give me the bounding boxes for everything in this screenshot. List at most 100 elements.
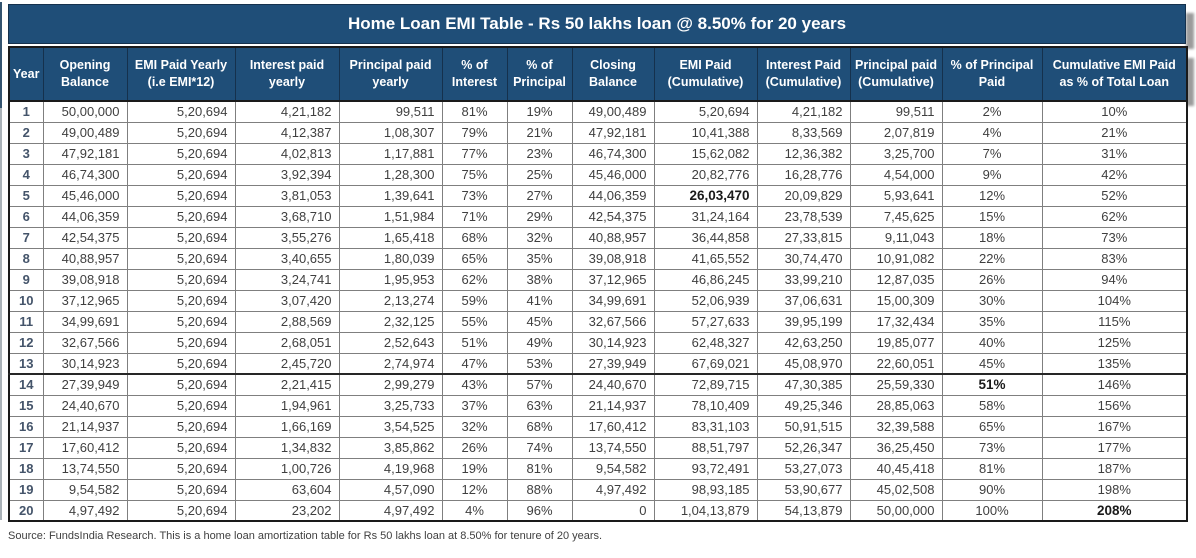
table-row: 16 21,14,937 5,20,694 1,66,169 3,54,525 32% 68… bbox=[8, 415, 1188, 438]
data-cell: 9,11,043 bbox=[849, 226, 943, 249]
header-drop-shadow bbox=[1186, 58, 1194, 106]
data-cell: 4,19,968 bbox=[338, 457, 443, 480]
data-cell: 45% bbox=[506, 310, 573, 333]
data-cell: 45,08,970 bbox=[756, 352, 851, 375]
data-cell: 2,32,125 bbox=[338, 310, 443, 333]
table-row: 13 30,14,923 5,20,694 2,45,720 2,74,974 47% 53… bbox=[8, 352, 1188, 375]
data-cell: 62% bbox=[441, 268, 508, 291]
table-row: 12 32,67,566 5,20,694 2,68,051 2,52,643 51% 49… bbox=[8, 331, 1188, 354]
data-cell: 10,41,388 bbox=[653, 121, 758, 144]
data-cell: 5,20,694 bbox=[126, 142, 236, 165]
data-cell: 3,81,053 bbox=[234, 184, 340, 207]
source-note: Source: FundsIndia Research. This is a h… bbox=[8, 530, 603, 542]
data-cell: 3,55,276 bbox=[234, 226, 340, 249]
col-header-emi-paid-yearly: EMI Paid Yearly (i.e EMI*12) bbox=[126, 46, 236, 102]
data-cell: 81% bbox=[941, 457, 1043, 480]
data-cell: 5,20,694 bbox=[126, 289, 236, 312]
data-cell: 12,87,035 bbox=[849, 268, 943, 291]
data-cell: 4,12,387 bbox=[234, 121, 340, 144]
data-cell: 19% bbox=[441, 457, 508, 480]
data-cell: 21,14,937 bbox=[571, 394, 655, 417]
data-cell: 198% bbox=[1041, 478, 1188, 501]
data-cell: 3,40,655 bbox=[234, 247, 340, 270]
data-cell: 39,08,918 bbox=[42, 268, 128, 291]
table-row: 8 40,88,957 5,20,694 3,40,655 1,80,039 65% 35%… bbox=[8, 247, 1188, 270]
data-cell: 40,88,957 bbox=[571, 226, 655, 249]
data-cell: 37,06,631 bbox=[756, 289, 851, 312]
data-cell: 3,25,733 bbox=[338, 394, 443, 417]
data-cell: 20,82,776 bbox=[653, 163, 758, 186]
year-cell: 9 bbox=[8, 268, 44, 291]
data-cell: 1,65,418 bbox=[338, 226, 443, 249]
data-cell: 44,06,359 bbox=[571, 184, 655, 207]
data-cell: 12,36,382 bbox=[756, 142, 851, 165]
data-cell: 5,93,641 bbox=[849, 184, 943, 207]
data-cell: 23,202 bbox=[234, 499, 340, 522]
data-cell: 25% bbox=[506, 163, 573, 186]
data-cell: 1,08,307 bbox=[338, 121, 443, 144]
data-cell: 42,63,250 bbox=[756, 331, 851, 354]
data-cell: 39,08,918 bbox=[571, 247, 655, 270]
left-edge-artifact-top bbox=[0, 2, 2, 108]
data-cell: 5,20,694 bbox=[126, 268, 236, 291]
data-cell: 37,12,965 bbox=[42, 289, 128, 312]
data-cell: 5,20,694 bbox=[126, 184, 236, 207]
data-cell: 45,02,508 bbox=[849, 478, 943, 501]
data-cell: 5,20,694 bbox=[126, 499, 236, 522]
data-cell: 42,54,375 bbox=[42, 226, 128, 249]
table-row: 14 27,39,949 5,20,694 2,21,415 2,99,279 43% 57… bbox=[8, 373, 1188, 396]
data-cell: 38% bbox=[506, 268, 573, 291]
data-cell: 40,88,957 bbox=[42, 247, 128, 270]
table-row: 19 9,54,582 5,20,694 63,604 4,57,090 12% 88% 4,… bbox=[8, 478, 1188, 501]
data-cell: 31,24,164 bbox=[653, 205, 758, 228]
data-cell: 81% bbox=[506, 457, 573, 480]
data-cell: 5,20,694 bbox=[126, 457, 236, 480]
data-cell: 19,85,077 bbox=[849, 331, 943, 354]
data-cell: 57% bbox=[506, 373, 573, 396]
data-cell: 27,33,815 bbox=[756, 226, 851, 249]
col-header-interest-paid-yearly: Interest paid yearly bbox=[234, 46, 340, 102]
data-cell: 30% bbox=[941, 289, 1043, 312]
table-row: 3 47,92,181 5,20,694 4,02,813 1,17,881 77% 23%… bbox=[8, 142, 1188, 165]
data-cell: 17,60,412 bbox=[42, 436, 128, 459]
data-cell: 35% bbox=[506, 247, 573, 270]
data-cell: 177% bbox=[1041, 436, 1188, 459]
data-cell: 104% bbox=[1041, 289, 1188, 312]
data-cell: 1,04,13,879 bbox=[653, 499, 758, 522]
data-cell: 5,20,694 bbox=[126, 226, 236, 249]
data-cell: 58% bbox=[941, 394, 1043, 417]
table-row: 1 50,00,000 5,20,694 4,21,182 99,511 81% 19% 49… bbox=[8, 100, 1188, 123]
data-cell: 62% bbox=[1041, 205, 1188, 228]
data-cell: 27,39,949 bbox=[42, 373, 128, 396]
data-cell: 47,92,181 bbox=[42, 142, 128, 165]
data-cell: 45,46,000 bbox=[42, 184, 128, 207]
data-cell: 10,91,082 bbox=[849, 247, 943, 270]
data-cell: 24,40,670 bbox=[571, 373, 655, 396]
data-cell: 71% bbox=[441, 205, 508, 228]
table-row: 6 44,06,359 5,20,694 3,68,710 1,51,984 71% 29%… bbox=[8, 205, 1188, 228]
data-cell: 19% bbox=[506, 100, 573, 123]
data-cell: 50,00,000 bbox=[42, 100, 128, 123]
data-cell: 40,45,418 bbox=[849, 457, 943, 480]
data-cell: 46,86,245 bbox=[653, 268, 758, 291]
data-cell: 8,33,569 bbox=[756, 121, 851, 144]
data-cell: 30,14,923 bbox=[42, 352, 128, 375]
data-cell: 2% bbox=[941, 100, 1043, 123]
col-header-cumulative-emi-pct: Cumulative EMI Paid as % of Total Loan bbox=[1041, 46, 1188, 102]
data-cell: 13,74,550 bbox=[571, 436, 655, 459]
data-cell: 135% bbox=[1041, 352, 1188, 375]
year-cell: 17 bbox=[8, 436, 44, 459]
data-cell: 49% bbox=[506, 331, 573, 354]
year-cell: 10 bbox=[8, 289, 44, 312]
data-cell: 96% bbox=[506, 499, 573, 522]
data-cell: 41,65,552 bbox=[653, 247, 758, 270]
data-cell: 30,14,923 bbox=[571, 331, 655, 354]
data-cell: 5,20,694 bbox=[126, 121, 236, 144]
data-cell: 90% bbox=[941, 478, 1043, 501]
data-cell: 5,20,694 bbox=[126, 352, 236, 375]
left-edge-artifact-bottom bbox=[0, 108, 2, 520]
data-cell: 52% bbox=[1041, 184, 1188, 207]
data-cell: 49,25,346 bbox=[756, 394, 851, 417]
data-cell: 30,74,470 bbox=[756, 247, 851, 270]
emi-amortization-table: Year Opening Balance EMI Paid Yearly (i.… bbox=[8, 46, 1188, 522]
